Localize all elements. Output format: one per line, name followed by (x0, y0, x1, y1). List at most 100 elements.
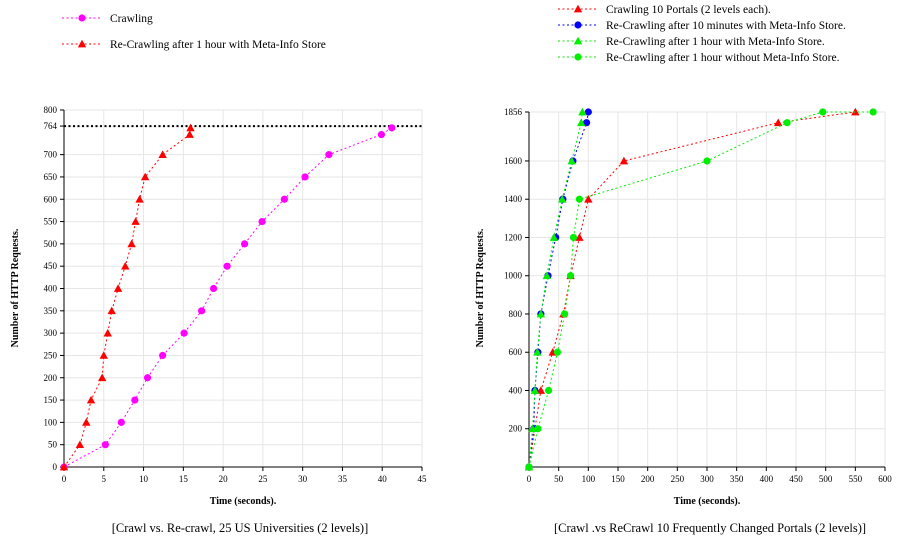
data-point (280, 195, 288, 203)
y-tick-label: 800 (44, 105, 58, 115)
y-axis-label: Number of HTTP Requests. (475, 228, 486, 347)
data-point (75, 440, 85, 449)
data-point (135, 195, 144, 203)
data-point (566, 272, 575, 280)
y-tick-label: 700 (44, 150, 58, 160)
x-tick-label: 50 (554, 474, 564, 484)
x-tick-label: 20 (219, 474, 229, 484)
data-point (536, 309, 546, 318)
legend-marker (574, 53, 582, 61)
data-point (82, 418, 91, 426)
data-point (534, 425, 542, 433)
series-3 (525, 108, 877, 471)
legend-label: Re-Crawling after 1 hour with Meta-Info … (110, 39, 326, 51)
data-point (198, 307, 206, 315)
data-point (569, 233, 578, 242)
data-point (301, 173, 309, 181)
x-axis-label: Time (seconds). (674, 496, 741, 507)
data-point (578, 107, 587, 116)
series-1 (59, 123, 195, 471)
data-point (223, 262, 231, 270)
y-tick-label: 800 (509, 309, 523, 319)
y-tick-label: 600 (509, 347, 523, 357)
x-tick-label: 250 (671, 474, 685, 484)
x-tick-label: 30 (298, 474, 308, 484)
y-tick-label: 350 (44, 306, 58, 316)
data-point (131, 217, 140, 225)
y-tick-label: 250 (44, 350, 58, 360)
data-point (59, 462, 69, 471)
grid (529, 111, 886, 467)
data-point (97, 373, 107, 382)
data-point (774, 118, 783, 127)
y-tick-label: 200 (44, 373, 58, 383)
y-tick-label: 1400 (504, 194, 523, 204)
data-point (536, 386, 546, 394)
x-tick-label: 350 (730, 474, 744, 484)
data-point (542, 271, 551, 280)
x-tick-label: 550 (849, 474, 863, 484)
data-point (851, 107, 860, 116)
x-tick-label: 400 (760, 474, 774, 484)
y-tick-label: 600 (44, 194, 58, 204)
data-point (158, 150, 167, 158)
data-point (113, 284, 123, 292)
data-point (209, 284, 218, 293)
data-point (619, 156, 629, 165)
y-tick-label: 150 (44, 395, 58, 405)
y-tick-label: 1600 (504, 156, 523, 166)
data-point (388, 124, 396, 132)
y-tick-label: 1856 (504, 107, 523, 117)
x-tick-label: 100 (582, 474, 596, 484)
series-0 (60, 124, 396, 471)
x-tick-label: 45 (418, 474, 428, 484)
grid (64, 109, 423, 467)
series-line (528, 111, 583, 468)
data-point (127, 239, 136, 248)
data-point (159, 351, 167, 360)
legend-marker (78, 14, 86, 22)
data-point (180, 329, 188, 337)
series-line (63, 127, 191, 468)
y-axis-label: Number of HTTP Requests. (10, 228, 21, 347)
chart-crawl-vs-recrawl-portals: 0 50 100 150 200 250 300 350 400 450 500 550 600 200 4… (475, 4, 892, 535)
y-tick-label: 400 (44, 284, 58, 294)
data-point (325, 151, 333, 159)
y-tick-label: 300 (44, 328, 58, 338)
data-point (377, 130, 386, 139)
legend: Crawling Re-Crawling after 1 hour with Me… (62, 13, 326, 51)
data-point (549, 233, 559, 241)
legend-marker (573, 4, 583, 13)
data-point (819, 108, 827, 116)
data-point (530, 386, 540, 394)
y-tick-label: 100 (44, 417, 58, 427)
data-point (525, 463, 533, 471)
x-tick-label: 0 (527, 474, 532, 484)
data-point (582, 119, 591, 127)
data-point (143, 374, 152, 382)
chart-caption: [Crawl vs. Re-crawl, 25 US Universities … (112, 521, 369, 535)
legend-marker (77, 39, 87, 48)
series-line (528, 111, 874, 468)
y-tick-label: 550 (44, 217, 58, 227)
x-tick-label: 25 (258, 474, 268, 484)
x-tick-label: 150 (611, 474, 625, 484)
chart-crawl-vs-recrawl-universities: 0 5 10 15 20 25 30 35 40 450501001502002503003504… (10, 13, 427, 535)
data-point (553, 348, 562, 356)
data-point (99, 351, 108, 359)
series-line (528, 111, 856, 468)
legend-label: Re-Crawling after 1 hour with Meta-Info … (606, 36, 825, 48)
x-tick-label: 450 (789, 474, 803, 484)
data-point (575, 233, 584, 241)
x-tick-label: 5 (102, 474, 107, 484)
data-point (577, 118, 586, 127)
x-tick-label: 40 (378, 474, 388, 484)
data-point (117, 418, 125, 426)
x-tick-label: 15 (179, 474, 189, 484)
x-tick-label: 200 (641, 474, 655, 484)
data-point (533, 348, 542, 356)
data-point (240, 240, 249, 248)
data-point (86, 395, 96, 404)
x-tick-label: 35 (338, 474, 348, 484)
data-point (186, 123, 195, 132)
